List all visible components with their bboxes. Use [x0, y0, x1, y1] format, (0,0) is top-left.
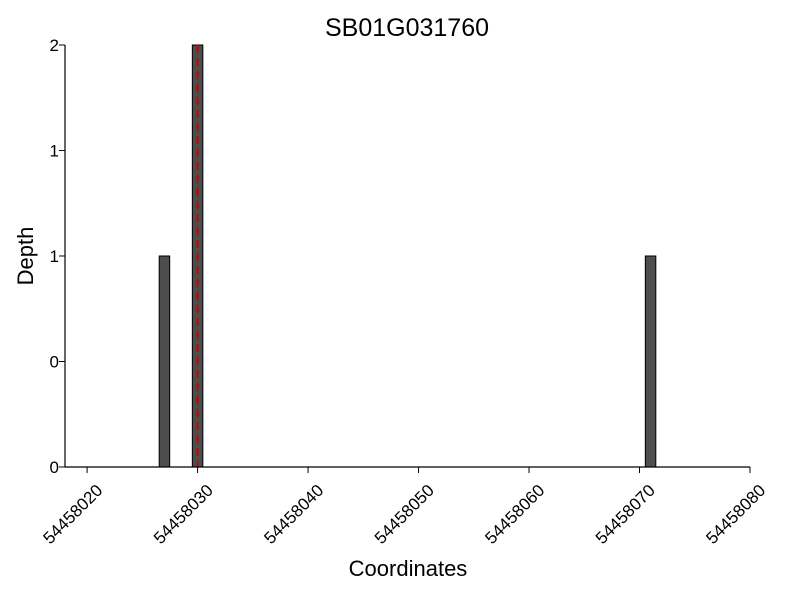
x-tick-label: 54458030	[150, 481, 217, 548]
chart-title: SB01G031760	[325, 14, 489, 42]
y-tick-label: 1	[50, 247, 59, 266]
depth-bar	[158, 255, 171, 468]
x-tick-label: 54458050	[371, 481, 438, 548]
y-tick-label: 0	[50, 458, 59, 477]
x-tick-label: 54458040	[260, 481, 327, 548]
x-tick-label: 54458080	[702, 481, 769, 548]
y-tick-label: 2	[50, 36, 59, 55]
x-tick-label: 54458020	[39, 481, 106, 548]
y-tick-label: 1	[50, 142, 59, 161]
x-tick-label: 54458070	[592, 481, 659, 548]
x-tick-label: 54458060	[481, 481, 548, 548]
x-axis-label: Coordinates	[349, 556, 468, 581]
y-axis-label: Depth	[13, 227, 38, 286]
depth-bar	[644, 255, 657, 468]
y-tick-label: 0	[50, 353, 59, 372]
